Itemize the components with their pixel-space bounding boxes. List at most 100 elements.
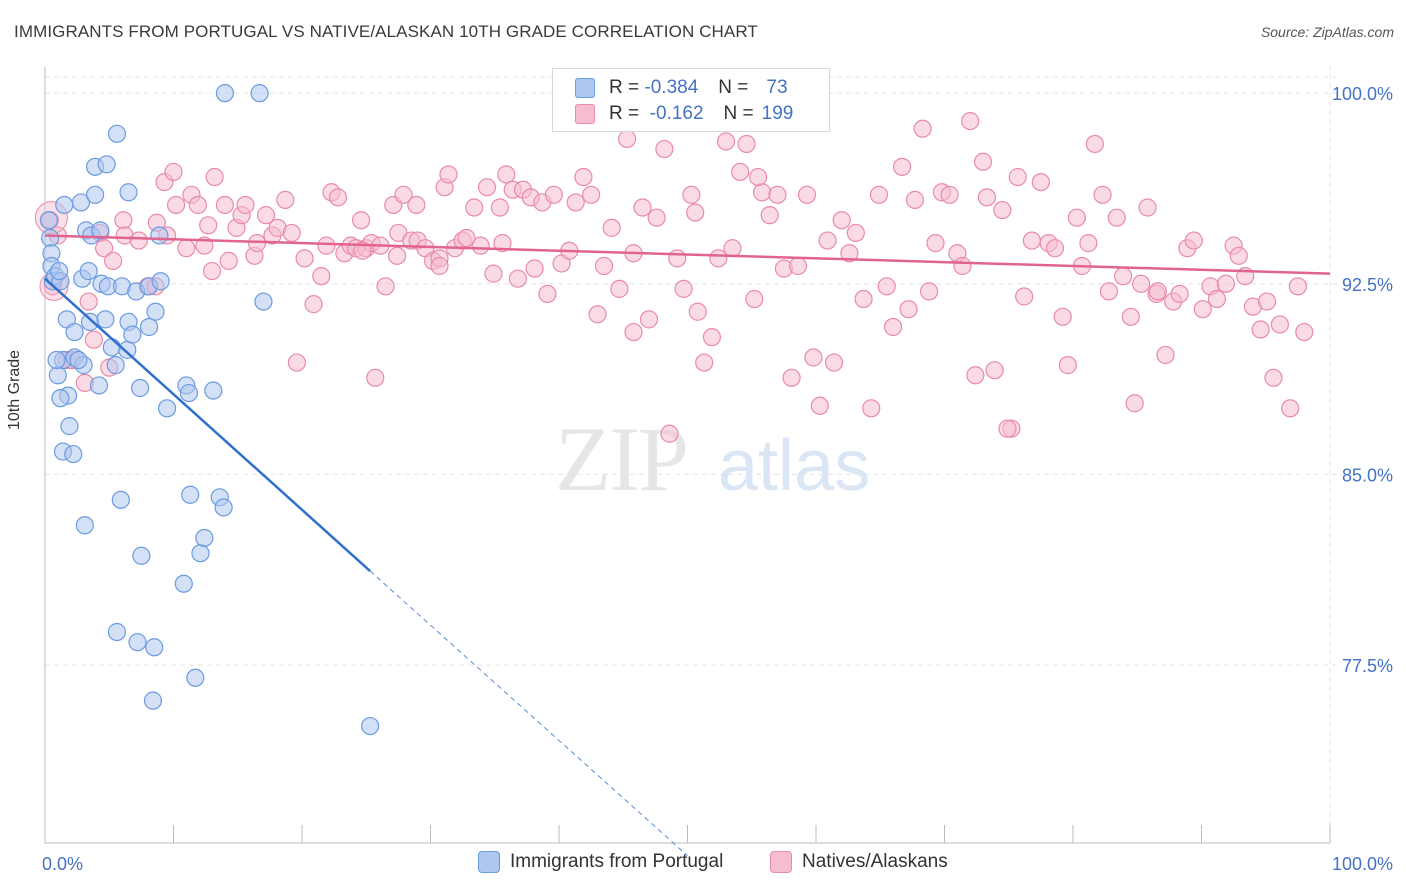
data-point [1015,287,1034,306]
data-point [75,516,94,535]
x-tick-label-max: 100.0% [1332,854,1393,874]
data-point [695,353,714,372]
data-point [151,272,170,291]
legend-row-natives: R = -0.162 N = 199 [575,103,793,125]
data-point [130,378,150,398]
data-point [276,190,295,209]
data-point [146,302,165,321]
data-point [202,261,222,281]
chart-title: IMMIGRANTS FROM PORTUGAL VS NATIVE/ALASK… [14,22,758,41]
data-point [312,267,331,286]
legend-r-label: R = [609,77,640,98]
y-tick-label: 77.5% [1342,656,1393,676]
legend-swatch-pink [575,104,595,124]
data-point [214,498,233,517]
data-point [457,228,476,248]
data-point [256,206,276,225]
y-tick-label: 100.0% [1332,84,1393,104]
data-point [1114,267,1133,286]
data-point [1184,231,1203,250]
data-point [143,691,163,710]
data-point [50,261,69,281]
data-point [1067,208,1086,227]
data-point [582,185,601,204]
data-point [1156,345,1175,365]
data-point [688,302,707,321]
data-point [566,193,585,212]
data-point [215,195,234,215]
data-point [123,325,142,344]
tick-labels: 77.5% 85.0% 92.5% 100.0% 0.0% 100.0% [42,84,1393,874]
data-point [407,195,426,215]
data-point [118,340,137,359]
data-point [745,289,764,309]
data-point [1193,300,1212,319]
data-point [1132,274,1151,293]
data-point [840,244,859,263]
data-point [84,330,103,349]
data-point [177,239,196,258]
data-point [128,633,147,652]
trend-line-natives [44,234,1331,275]
legend-n-label: N = [718,77,749,98]
data-point [940,185,959,204]
data-point [236,195,255,215]
data-point [95,239,114,258]
data-point [818,231,837,250]
data-point [179,383,199,403]
legend-r-value: -0.162 [649,103,704,124]
data-point [47,350,66,370]
data-point [1229,246,1248,265]
data-point [602,218,621,237]
data-point [430,256,449,276]
data-point [139,317,159,337]
data-point [869,185,889,204]
data-point [1257,292,1277,311]
data-point [594,256,614,276]
data-point [107,124,127,143]
data-point [1207,289,1227,309]
data-point [731,162,750,182]
data-point [181,485,200,504]
data-point [966,366,985,385]
data-point [782,368,801,387]
data-point [749,167,768,187]
data-point [633,198,652,217]
data-point [493,234,512,253]
data-point [471,236,490,255]
data-point [723,239,742,258]
data-point [913,119,932,138]
data-point [716,132,736,151]
data-point [508,269,527,288]
correlation-legend: R = -0.384 N = 73 R = -0.162 N = 199 [552,68,830,132]
data-point [624,322,643,342]
data-point [1079,234,1098,253]
legend-row-portugal: R = -0.384 N = 73 [575,77,788,99]
data-point [145,638,164,657]
legend-item-natives: Natives/Alaskans [770,851,948,873]
data-point [186,668,205,687]
data-point [282,223,301,243]
data-point [1008,167,1027,187]
legend-n-value: 199 [761,103,794,124]
data-point [1288,277,1307,296]
data-point [287,353,306,372]
data-point [1022,231,1041,250]
data-point [797,185,817,204]
data-point [668,249,687,268]
data-point [1099,282,1119,301]
data-point [71,193,91,212]
data-point [484,264,503,283]
data-point [465,198,484,217]
data-point [752,183,772,202]
data-point [1058,356,1077,375]
data-point [199,216,218,235]
data-point [191,544,210,563]
data-point [610,279,629,298]
data-point [926,234,945,253]
legend-item-portugal: Immigrants from Portugal [478,851,723,873]
data-point [219,251,238,270]
data-point [977,188,997,207]
data-point [96,310,115,329]
